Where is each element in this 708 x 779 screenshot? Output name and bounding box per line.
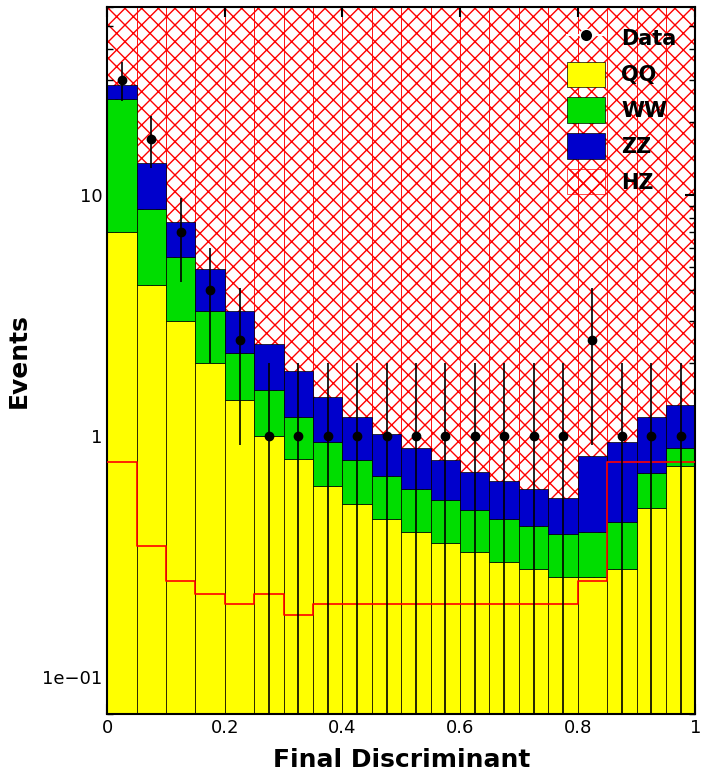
Bar <box>401 7 430 714</box>
Bar <box>343 460 372 504</box>
Bar <box>195 363 225 779</box>
Bar <box>166 222 195 257</box>
X-axis label: Final Discriminant: Final Discriminant <box>273 748 530 772</box>
Bar <box>313 7 343 714</box>
Bar <box>107 7 137 714</box>
Bar <box>284 417 313 459</box>
Bar <box>225 400 254 779</box>
Bar <box>548 499 578 534</box>
Bar <box>519 569 548 779</box>
Bar <box>607 569 636 779</box>
Bar <box>519 527 548 569</box>
Bar <box>636 508 666 779</box>
Bar <box>548 534 578 576</box>
Bar <box>166 321 195 779</box>
Bar <box>489 520 519 562</box>
Bar <box>313 485 343 779</box>
Bar <box>137 209 166 285</box>
Bar <box>578 576 607 779</box>
Bar <box>225 353 254 400</box>
Bar <box>343 7 372 714</box>
Bar <box>254 7 284 714</box>
Bar <box>343 418 372 460</box>
Bar <box>460 552 489 779</box>
Bar <box>636 7 666 714</box>
Bar <box>107 99 137 232</box>
Bar <box>607 522 636 569</box>
Bar <box>666 405 695 448</box>
Bar <box>313 397 343 442</box>
Bar <box>578 456 607 531</box>
Bar <box>607 442 636 522</box>
Bar <box>166 7 195 714</box>
Bar <box>401 448 430 489</box>
Legend: Data, QQ, WW, ZZ, HZ: Data, QQ, WW, ZZ, HZ <box>559 17 685 203</box>
Bar <box>430 500 460 543</box>
Bar <box>372 7 401 714</box>
Bar <box>519 7 548 714</box>
Bar <box>578 531 607 576</box>
Bar <box>489 562 519 779</box>
Bar <box>666 448 695 466</box>
Bar <box>225 311 254 353</box>
Bar <box>107 232 137 779</box>
Bar <box>430 460 460 500</box>
Bar <box>460 510 489 552</box>
Bar <box>372 434 401 476</box>
Bar <box>430 543 460 779</box>
Bar <box>343 504 372 779</box>
Bar <box>137 285 166 779</box>
Bar <box>225 7 254 714</box>
Bar <box>254 390 284 435</box>
Bar <box>284 7 313 714</box>
Y-axis label: Events: Events <box>7 313 31 408</box>
Bar <box>313 442 343 485</box>
Bar <box>372 476 401 520</box>
Bar <box>195 270 225 311</box>
Bar <box>137 7 166 714</box>
Bar <box>401 531 430 779</box>
Bar <box>195 7 225 714</box>
Bar <box>548 7 578 714</box>
Bar <box>578 7 607 714</box>
Bar <box>284 372 313 417</box>
Bar <box>519 489 548 527</box>
Bar <box>401 489 430 531</box>
Bar <box>607 7 636 714</box>
Bar <box>666 466 695 779</box>
Bar <box>489 7 519 714</box>
Bar <box>666 7 695 714</box>
Bar <box>372 520 401 779</box>
Bar <box>430 7 460 714</box>
Bar <box>137 163 166 209</box>
Bar <box>166 257 195 321</box>
Bar <box>489 481 519 520</box>
Bar <box>284 459 313 779</box>
Bar <box>548 576 578 779</box>
Bar <box>107 85 137 99</box>
Bar <box>460 7 489 714</box>
Bar <box>636 473 666 508</box>
Bar <box>195 311 225 363</box>
Bar <box>636 417 666 473</box>
Bar <box>460 471 489 510</box>
Bar <box>254 344 284 390</box>
Bar <box>254 435 284 779</box>
